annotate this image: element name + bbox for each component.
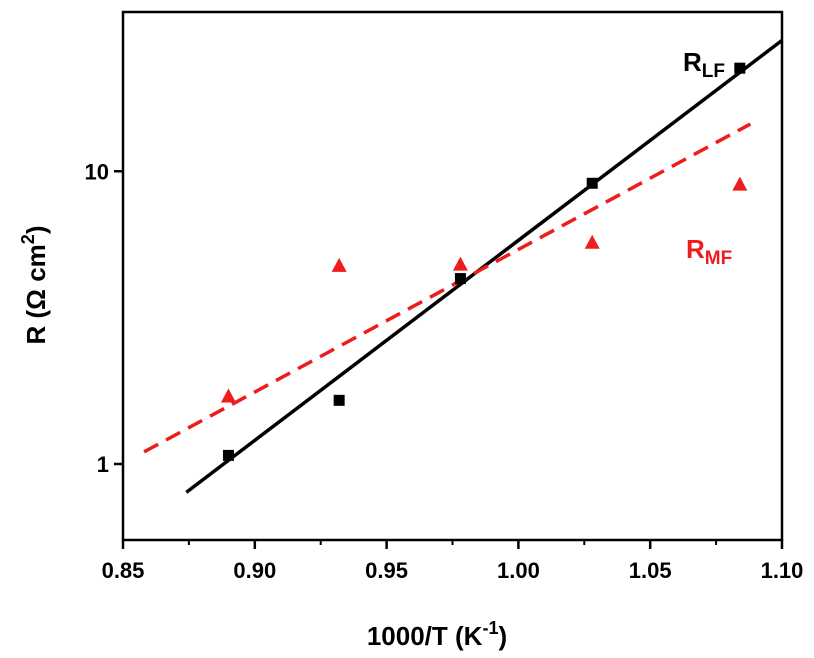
data-point-rlf bbox=[734, 62, 746, 74]
data-point-rmf bbox=[732, 176, 748, 191]
data-point-rmf bbox=[584, 234, 600, 249]
series-label-rmf: RMF bbox=[686, 234, 732, 269]
x-tick-label: 1.00 bbox=[497, 558, 540, 583]
series-label-rlf: RLF bbox=[683, 47, 725, 82]
series-label-rlf-sub: LF bbox=[702, 61, 725, 82]
series-label-rmf-sub: MF bbox=[705, 248, 732, 269]
x-tick-label: 1.05 bbox=[629, 558, 672, 583]
data-markers bbox=[220, 62, 748, 461]
y-axis-title-main: R (Ω cm bbox=[21, 244, 51, 344]
data-point-rlf bbox=[222, 449, 234, 461]
plot-frame bbox=[121, 10, 784, 542]
data-point-rmf bbox=[452, 256, 468, 271]
data-point-rmf bbox=[220, 388, 236, 403]
y-tick-label: 1 bbox=[97, 452, 109, 477]
data-point-rlf bbox=[586, 177, 598, 189]
x-tick-label: 1.10 bbox=[761, 558, 804, 583]
y-axis-title: R (Ω cm2) bbox=[18, 226, 51, 345]
x-tick-label: 0.90 bbox=[233, 558, 276, 583]
x-axis-title-end: ) bbox=[498, 621, 507, 651]
data-point-rlf bbox=[454, 273, 466, 285]
y-axis-title-end: ) bbox=[21, 226, 51, 235]
x-tick-label: 0.85 bbox=[102, 558, 145, 583]
x-ticks: 0.85 0.90 0.95 1.00 1.05 1.10 bbox=[102, 540, 804, 583]
series-label-rmf-main: R bbox=[686, 234, 705, 264]
data-point-rmf bbox=[331, 257, 347, 272]
series-label-rlf-main: R bbox=[683, 47, 702, 77]
fit-line-rmf bbox=[143, 122, 752, 454]
x-axis-title-main: 1000/T (K bbox=[367, 621, 483, 651]
fit-lines bbox=[143, 38, 784, 494]
x-axis-title-exponent: -1 bbox=[482, 618, 498, 638]
y-axis-title-exponent: 2 bbox=[18, 234, 38, 244]
x-axis-title: 1000/T (K-1) bbox=[367, 618, 507, 651]
y-ticks: 1 10 bbox=[85, 159, 123, 477]
y-tick-label: 10 bbox=[85, 159, 109, 184]
data-point-rlf bbox=[333, 394, 345, 406]
x-tick-label: 0.95 bbox=[365, 558, 408, 583]
